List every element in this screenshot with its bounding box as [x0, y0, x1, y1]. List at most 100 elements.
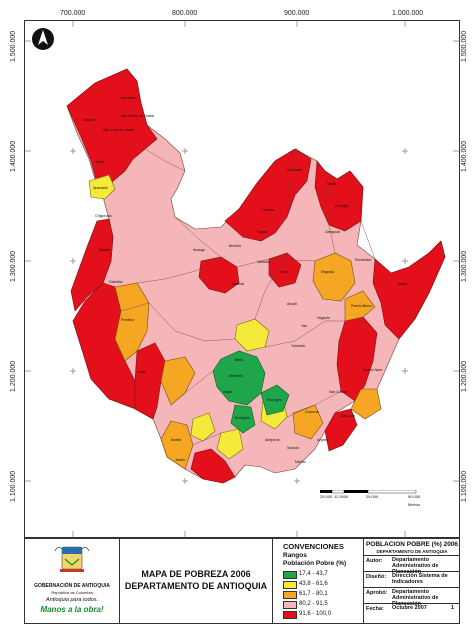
region-central-north: [198, 256, 240, 294]
region-south: [190, 448, 236, 484]
x-tick-top: 800.000: [172, 10, 198, 17]
info-key: Aprobó:: [366, 590, 388, 596]
label-sancarlos: San Carlos: [329, 390, 347, 394]
label-chigorodo: Chigorodó: [95, 214, 112, 218]
legend-heading: CONVENCIONES: [283, 542, 344, 551]
scale-label: 12.500: [334, 494, 347, 499]
region-southwest: [134, 342, 166, 420]
y-tick-right: 1.400.000: [461, 140, 468, 172]
label-sonson: Sonsón: [287, 446, 299, 450]
y-tick-left: 1.500.000: [10, 30, 17, 62]
label-puertoberrio: Puerto Berrío: [351, 304, 372, 308]
label-abejorral: Abejorral: [265, 438, 280, 442]
info-value: Departamento Administrativo de Planeació…: [392, 589, 439, 607]
municipal-boundaries: [86, 148, 376, 446]
label-apartado: Apartadó: [93, 186, 108, 190]
legend-swatch: [283, 571, 297, 579]
label-puertonare: Puerto Nare: [363, 368, 382, 372]
y-tick-left: 1.200.000: [10, 360, 17, 392]
label-anori: Anorí: [281, 270, 290, 274]
label-medellin: Medellín: [229, 374, 243, 378]
label-briceno: Briceño: [229, 244, 241, 248]
label-yolombo: Yolombó: [291, 344, 305, 348]
label-remedios: Remedios: [355, 258, 371, 262]
scale-unit: Metros: [408, 502, 421, 507]
range-61-80: [114, 252, 382, 470]
label-yarumal: Yarumal: [231, 282, 244, 286]
y-tick-right: 1.100.000: [461, 470, 468, 502]
label-arboletes: Arboletes: [121, 96, 136, 100]
region-oriente: [292, 404, 324, 440]
info-key: Autor:: [366, 558, 383, 564]
info-row-fecha: Fecha: Octubre 2007 1: [364, 604, 460, 614]
map-title: MAPA DE POBREZA 2006: [141, 569, 251, 579]
bottom-panel: GOBERNACIÓN DE ANTIOQUIA República de Co…: [24, 538, 460, 624]
x-tick-top: 1.000.000: [392, 10, 424, 17]
scale-label: 25.000: [320, 494, 333, 499]
map-subtitle: DEPARTAMENTO DE ANTIOQUIA: [124, 581, 268, 591]
label-nechi: Nechí: [327, 182, 336, 186]
label-sanluis: San Luis: [341, 414, 355, 418]
label-jardin: Jardín: [175, 458, 185, 462]
label-frontino: Frontino: [121, 318, 134, 322]
label-vegachi: Vegachí: [317, 316, 330, 320]
info-value: Octubre 2007: [392, 605, 427, 611]
x-tick-top: 900.000: [284, 10, 310, 17]
info-row-autor: Autor: Departamento Administrativo de Pl…: [364, 556, 460, 575]
region-nordeste: [312, 252, 356, 302]
label-cocorna: Cocorná: [305, 410, 319, 414]
region-rionegro: [260, 384, 290, 416]
legend-label: 80,2 - 91,5: [299, 601, 328, 607]
label-sanjuan: San Juan de Urabá: [103, 128, 134, 132]
label-valdivia: Valdivia: [257, 260, 269, 264]
map-frame: N: [24, 20, 460, 538]
legend-swatch: [283, 581, 297, 589]
region-magdalena-medio: [350, 388, 382, 420]
label-turbo: Turbo: [95, 160, 104, 164]
label-taraza: Tarazá: [257, 230, 268, 234]
range-43-61: [88, 174, 288, 460]
label-sanpedro: San Pedro de Urabá: [121, 114, 154, 118]
label-dabeiba: Dabeiba: [109, 280, 122, 284]
y-tick-right: 1.500.000: [461, 30, 468, 62]
region-suroeste-y: [190, 412, 216, 442]
label-amalfi: Amalfi: [287, 302, 297, 306]
scale-label: 50.000: [408, 494, 421, 499]
info-key: Fecha:: [366, 606, 384, 612]
region-medellin: [212, 350, 266, 406]
y-tick-left: 1.300.000: [10, 250, 17, 282]
region-andes: [160, 420, 194, 470]
label-mutata: Mutatá: [99, 248, 110, 252]
legend-label: 91,6 - 100,0: [299, 611, 332, 617]
range-17-43: [212, 350, 290, 434]
range-91-100: [66, 68, 446, 484]
info-row-diseno: Diseñó: Dirección Sistema de Indicadores: [364, 572, 460, 588]
label-caucasia: Caucasia: [287, 168, 302, 172]
label-ituango: Ituango: [193, 248, 205, 252]
legend-swatch: [283, 591, 297, 599]
label-segovia: Segovia: [321, 270, 334, 274]
info-box: POBLACION POBRE (%) 2006 DEPARTAMENTO DE…: [363, 539, 460, 623]
region-southeast: [324, 408, 358, 452]
info-key: Diseñó:: [366, 574, 387, 580]
region-apartado: [88, 174, 116, 200]
y-tick-left: 1.400.000: [10, 140, 17, 172]
legend-swatch: [283, 611, 297, 619]
region-northwest: [70, 218, 114, 312]
legend-label: 17,4 - 43,7: [299, 571, 328, 577]
region-frontino: [114, 282, 150, 362]
region-north-central: [224, 148, 312, 242]
label-rionegro: Rionegro: [267, 398, 282, 402]
region-north-urabá: [66, 68, 158, 198]
scale-bar: 25.000 12.500 0 25.000 50.000 Metros: [320, 490, 421, 507]
label-zaragoza: Zaragoza: [325, 230, 340, 234]
info-value: Departamento Administrativo de Planeació…: [392, 557, 439, 575]
scale-label: 25.000: [366, 494, 379, 499]
label-andes: Andes: [171, 438, 181, 442]
region-puerto: [344, 290, 376, 322]
legend-label: 61,7 - 80,1: [299, 591, 328, 597]
gov-coat-of-arms-icon: [54, 546, 90, 572]
gov-slogan: Antioquia para todos.: [46, 597, 98, 603]
label-argelia: Argelia: [317, 438, 328, 442]
map-title-box: MAPA DE POBREZA 2006 DEPARTAMENTO DE ANT…: [120, 539, 273, 623]
